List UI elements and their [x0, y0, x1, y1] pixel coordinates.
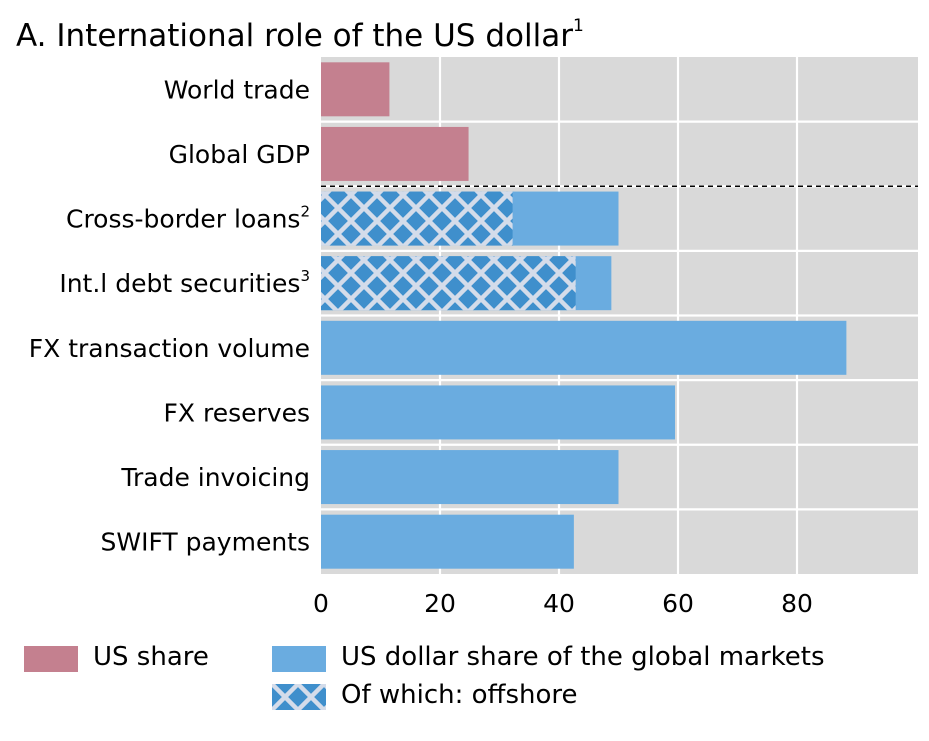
x-tick-label: 80: [781, 589, 813, 618]
category-label: Global GDP: [169, 140, 310, 169]
category-label: World trade: [164, 75, 310, 104]
bar-usd-share: [321, 514, 574, 569]
legend-swatch-usd-share: [272, 646, 326, 672]
footnote-marker: 3: [300, 267, 310, 285]
category-label: SWIFT payments: [100, 528, 310, 557]
x-tick-label: 20: [424, 589, 456, 618]
category-label: FX reserves: [164, 398, 310, 427]
bar-us-share: [321, 126, 469, 181]
bars: [321, 62, 847, 569]
x-tick-label: 0: [313, 589, 329, 618]
footnote-marker: 2: [300, 203, 310, 221]
chart-title: A. International role of the US dollar1: [16, 16, 584, 54]
bar-offshore: [321, 256, 576, 311]
legend-label-us-share: US share: [93, 642, 209, 672]
legend-swatch-us-share: [24, 646, 78, 672]
title-footnote-marker: 1: [572, 16, 584, 36]
gridlines: [321, 57, 918, 574]
category-label: Int.l debt securities3: [59, 267, 310, 298]
x-tick-label: 40: [543, 589, 575, 618]
category-labels: World trade Global GDP Cross-border loans2…: [29, 75, 310, 556]
legend-label-usd-share: US dollar share of the global markets: [341, 642, 825, 672]
bar-offshore: [321, 191, 513, 246]
category-label: Cross-border loans2: [66, 203, 310, 234]
bar-usd-share: [321, 385, 676, 440]
bar-usd-share: [321, 320, 847, 375]
legend-label-offshore: Of which: offshore: [341, 680, 578, 710]
x-tick-label: 60: [662, 589, 694, 618]
category-label: FX transaction volume: [29, 334, 310, 363]
x-axis-ticks: 0 20 40 60 80: [313, 589, 813, 618]
bar-us-share: [321, 62, 390, 117]
category-label: Trade invoicing: [120, 463, 310, 492]
bar-usd-share: [321, 450, 619, 505]
legend-swatch-offshore: [272, 684, 326, 710]
